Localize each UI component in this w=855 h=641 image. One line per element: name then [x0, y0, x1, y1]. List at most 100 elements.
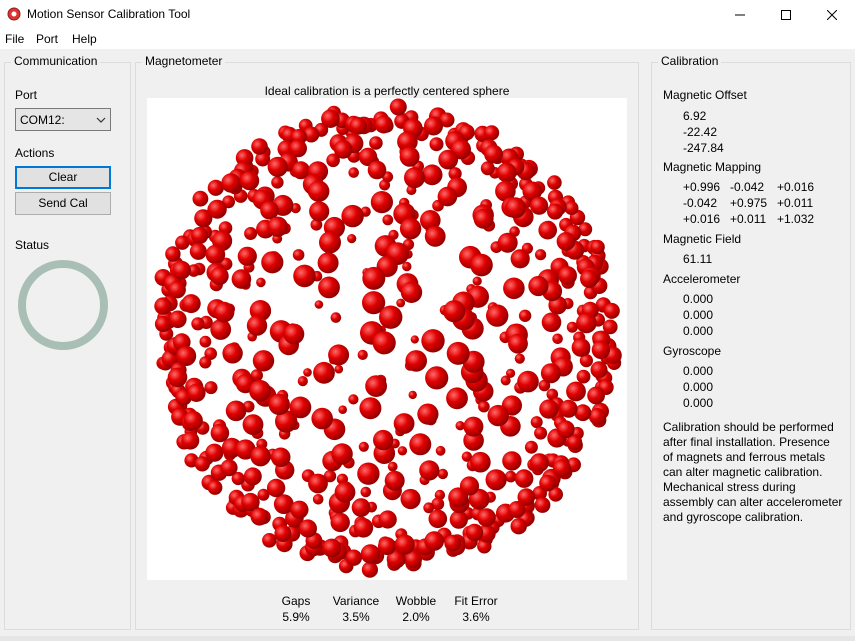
sample-point: [552, 459, 571, 478]
stat-gaps-value: 5.9%: [282, 610, 310, 624]
sample-point: [578, 222, 593, 237]
sample-point: [292, 249, 305, 261]
sample-point: [213, 301, 235, 323]
calibration-note: Calibration should be performed after fi…: [663, 420, 843, 524]
sample-point: [547, 175, 562, 190]
sample-point: [360, 486, 372, 498]
sample-point: [303, 126, 320, 143]
sample-point: [311, 407, 333, 430]
magnetic-offset-y: -22.42: [683, 125, 718, 139]
sample-point: [564, 201, 579, 216]
sample-point: [359, 397, 382, 420]
magnetic-offset-label: Magnetic Offset: [663, 88, 747, 102]
sample-point: [207, 199, 227, 219]
sample-point: [421, 329, 445, 353]
mapping-cell: +0.011: [777, 196, 814, 210]
sample-point: [194, 209, 213, 228]
sample-point: [477, 508, 496, 527]
sample-point: [424, 226, 446, 247]
stat-fit-error-value: 3.6%: [462, 610, 490, 624]
sample-point: [291, 161, 310, 180]
menu-file[interactable]: File: [5, 32, 25, 46]
sample-point: [438, 149, 459, 170]
sample-point: [267, 156, 288, 177]
sample-point: [266, 478, 286, 498]
sample-point: [579, 354, 593, 368]
sample-point: [256, 277, 266, 288]
sample-point: [547, 203, 564, 220]
mapping-cell: +0.011: [730, 212, 767, 226]
sample-point: [176, 346, 197, 366]
mapping-cell: +0.016: [683, 212, 721, 226]
sample-point: [448, 167, 462, 181]
sample-point: [574, 404, 592, 422]
sample-point: [486, 304, 509, 327]
menu-port[interactable]: Port: [36, 32, 59, 46]
magnetometer-plot[interactable]: [147, 98, 627, 580]
sample-point: [210, 319, 232, 340]
sample-point: [378, 537, 396, 556]
sample-point: [410, 335, 419, 344]
sample-point: [394, 534, 415, 555]
sample-point: [312, 494, 324, 505]
minimize-button[interactable]: [717, 0, 763, 30]
mapping-cell: +0.016: [777, 180, 815, 194]
sample-point: [330, 512, 350, 533]
sample-point: [397, 446, 408, 456]
sample-point: [308, 473, 328, 494]
sample-point: [382, 214, 394, 226]
gyroscope-y: 0.000: [683, 380, 714, 394]
sample-point: [576, 369, 591, 384]
sample-point: [408, 390, 417, 400]
sample-point: [524, 440, 538, 454]
sample-point: [443, 300, 466, 323]
accelerometer-x: 0.000: [683, 292, 714, 306]
port-select[interactable]: COM12:: [15, 108, 111, 131]
sample-point: [250, 369, 263, 382]
menu-help[interactable]: Help: [72, 32, 97, 46]
sample-point: [552, 333, 563, 345]
calibration-group-label: Calibration: [658, 54, 722, 68]
sample-point: [210, 423, 230, 443]
sample-point: [249, 379, 271, 402]
sample-point: [539, 474, 556, 492]
send-cal-button[interactable]: Send Cal: [15, 192, 111, 215]
mapping-row: +0.996 -0.042 +0.016: [683, 180, 824, 194]
sample-point: [556, 232, 576, 251]
sample-point: [326, 153, 340, 168]
close-button[interactable]: [809, 0, 855, 30]
sample-point: [393, 413, 415, 434]
sample-point: [548, 487, 563, 502]
sample-point: [243, 467, 262, 486]
sample-point: [348, 167, 359, 178]
stat-wobble-label: Wobble: [395, 594, 437, 608]
sample-point: [154, 297, 172, 315]
sample-point: [508, 501, 526, 518]
sample-point: [444, 534, 462, 552]
sample-point: [255, 151, 271, 167]
sample-point: [389, 98, 407, 116]
sample-point: [502, 451, 522, 471]
sample-point: [477, 539, 492, 554]
clear-button[interactable]: Clear: [15, 166, 111, 189]
sample-point: [321, 109, 340, 128]
sample-point: [172, 260, 191, 280]
sample-point: [273, 494, 294, 514]
sample-point: [333, 140, 353, 159]
stat-variance-value: 3.5%: [342, 610, 370, 624]
sample-point: [181, 431, 200, 450]
sample-point: [290, 500, 309, 519]
sample-point: [251, 138, 268, 155]
sample-point: [237, 246, 257, 266]
mapping-cell: +1.032: [777, 212, 815, 226]
magnetic-offset-z: -247.84: [683, 141, 724, 155]
sample-point: [374, 115, 393, 134]
sample-point: [194, 456, 210, 472]
minimize-icon: [735, 14, 745, 16]
sample-point: [297, 376, 308, 387]
sample-point: [220, 459, 238, 477]
communication-group-label: Communication: [11, 54, 101, 68]
maximize-button[interactable]: [763, 0, 809, 30]
sample-point: [257, 488, 270, 501]
sample-point: [567, 434, 583, 450]
